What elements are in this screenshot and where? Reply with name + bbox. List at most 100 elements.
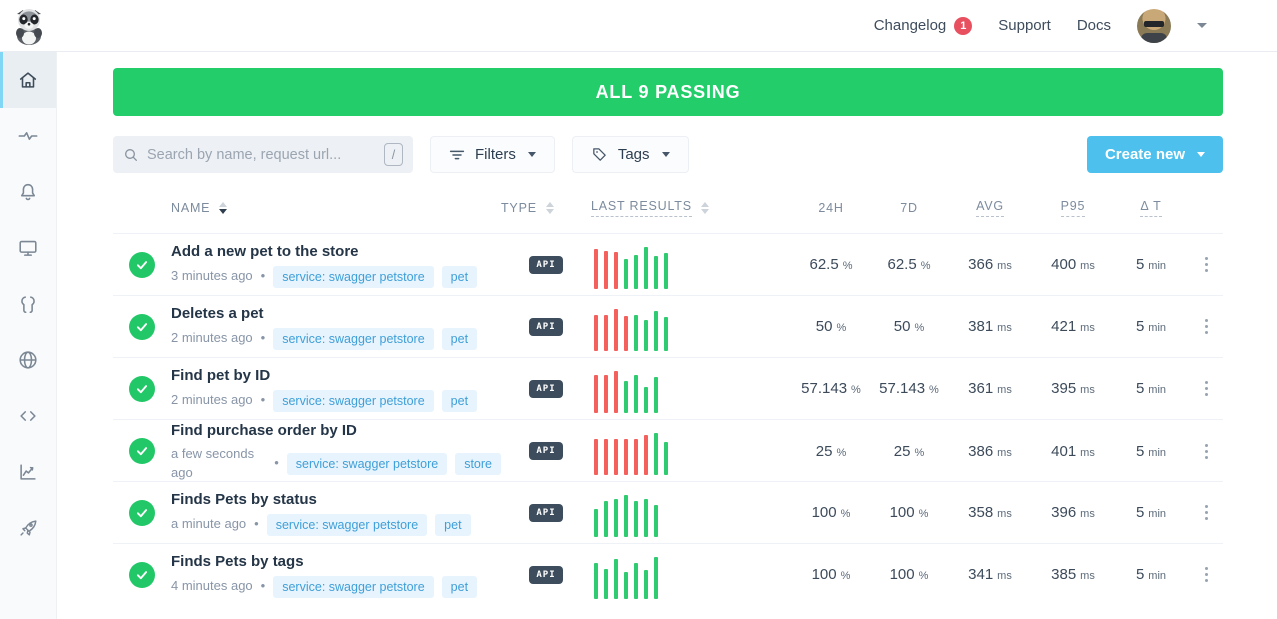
result-bar-pass[interactable] [654, 556, 658, 599]
result-bar-pass[interactable] [644, 386, 648, 413]
tag-pill[interactable]: pet [441, 389, 478, 412]
result-bar-fail[interactable] [614, 439, 618, 476]
check-name[interactable]: Add a new pet to the store [171, 243, 359, 261]
sidebar-item-private-locations[interactable] [0, 332, 56, 388]
search-input[interactable] [147, 146, 376, 163]
result-bar-pass[interactable] [624, 571, 628, 599]
sidebar-item-home[interactable] [0, 52, 56, 108]
result-bar-pass[interactable] [664, 316, 668, 351]
result-bar-pass[interactable] [634, 314, 638, 351]
tag-pill[interactable]: store [455, 452, 501, 475]
last-results-chart[interactable] [591, 365, 791, 413]
kebab-menu-icon[interactable] [1189, 561, 1223, 588]
result-bar-fail[interactable] [624, 315, 628, 351]
sidebar-item-maintenance[interactable] [0, 276, 56, 332]
nav-changelog-link[interactable]: Changelog 1 [874, 16, 973, 35]
result-bar-fail[interactable] [594, 439, 598, 476]
app-logo[interactable] [0, 6, 57, 46]
result-bar-pass[interactable] [634, 500, 638, 537]
result-bar-pass[interactable] [664, 252, 668, 289]
result-bar-pass[interactable] [594, 508, 598, 537]
result-bar-pass[interactable] [654, 310, 658, 351]
last-results-chart[interactable] [591, 489, 791, 537]
sidebar-item-analytics[interactable] [0, 444, 56, 500]
result-bar-fail[interactable] [604, 439, 608, 476]
sidebar-item-alerts[interactable] [0, 164, 56, 220]
result-bar-pass[interactable] [634, 374, 638, 413]
kebab-menu-icon[interactable] [1189, 499, 1223, 526]
result-bar-pass[interactable] [614, 498, 618, 537]
filters-button[interactable]: Filters [430, 136, 555, 173]
result-bar-pass[interactable] [644, 319, 648, 351]
kebab-menu-icon[interactable] [1189, 438, 1223, 465]
tag-pill[interactable]: pet [435, 513, 471, 536]
sidebar-item-dashboards[interactable] [0, 220, 56, 276]
tag-pill[interactable]: pet [441, 327, 478, 350]
account-menu-caret-icon[interactable] [1197, 23, 1207, 28]
result-bar-pass[interactable] [624, 380, 628, 413]
tag-pill[interactable]: service: swagger petstore [266, 513, 428, 536]
result-bar-fail[interactable] [594, 314, 598, 351]
result-bar-pass[interactable] [644, 569, 648, 599]
result-bar-pass[interactable] [654, 255, 658, 289]
result-bar-pass[interactable] [644, 498, 648, 537]
tag-pill[interactable]: pet [441, 265, 478, 288]
sidebar-item-snippets[interactable] [0, 388, 56, 444]
kebab-menu-icon[interactable] [1189, 251, 1223, 278]
tag-pill[interactable]: service: swagger petstore [273, 265, 434, 288]
result-bar-fail[interactable] [604, 314, 608, 351]
sidebar-item-quickstart[interactable] [0, 500, 56, 556]
check-name[interactable]: Find pet by ID [171, 367, 271, 385]
status-banner[interactable]: ALL 9 PASSING [113, 68, 1223, 116]
result-bar-fail[interactable] [594, 248, 598, 289]
result-bar-pass[interactable] [664, 442, 668, 476]
nav-docs-link[interactable]: Docs [1076, 17, 1111, 34]
result-bar-fail[interactable] [634, 439, 638, 476]
result-bar-pass[interactable] [634, 254, 638, 289]
kebab-menu-icon[interactable] [1189, 313, 1223, 340]
result-bar-pass[interactable] [654, 376, 658, 413]
result-bar-fail[interactable] [614, 308, 618, 351]
column-header-last-results[interactable]: LAST RESULTS [591, 199, 791, 217]
result-bar-fail[interactable] [614, 251, 618, 289]
last-results-chart[interactable] [591, 241, 791, 289]
sidebar-item-activity[interactable] [0, 108, 56, 164]
result-bar-pass[interactable] [594, 562, 598, 599]
tags-button[interactable]: Tags [571, 136, 689, 173]
tag-pill[interactable]: service: swagger petstore [273, 389, 434, 412]
result-bar-fail[interactable] [614, 370, 618, 413]
column-header-type[interactable]: TYPE [501, 201, 591, 215]
check-name[interactable]: Find purchase order by ID [171, 422, 357, 439]
result-bar-pass[interactable] [654, 433, 658, 476]
last-results-chart[interactable] [591, 551, 791, 599]
tag-pill[interactable]: pet [441, 575, 478, 598]
tag-pill[interactable]: service: swagger petstore [273, 327, 434, 350]
create-new-button[interactable]: Create new [1086, 136, 1223, 173]
result-bar-pass[interactable] [624, 258, 628, 289]
sort-type-icon[interactable] [545, 202, 554, 214]
nav-support-link[interactable]: Support [998, 17, 1051, 34]
check-name[interactable]: Deletes a pet [171, 305, 264, 323]
check-name[interactable]: Finds Pets by status [171, 491, 317, 509]
result-bar-pass[interactable] [604, 500, 608, 537]
result-bar-pass[interactable] [634, 562, 638, 599]
last-results-chart[interactable] [591, 427, 791, 476]
result-bar-fail[interactable] [604, 374, 608, 413]
result-bar-pass[interactable] [654, 504, 658, 537]
tag-pill[interactable]: service: swagger petstore [273, 575, 434, 598]
last-results-chart[interactable] [591, 303, 791, 351]
result-bar-fail[interactable] [604, 250, 608, 289]
kebab-menu-icon[interactable] [1189, 375, 1223, 402]
result-bar-pass[interactable] [644, 246, 648, 289]
check-name[interactable]: Finds Pets by tags [171, 553, 304, 571]
result-bar-pass[interactable] [624, 494, 628, 537]
result-bar-pass[interactable] [614, 558, 618, 599]
column-header-name[interactable]: NAME [171, 201, 501, 215]
user-avatar[interactable] [1137, 8, 1171, 43]
tag-pill[interactable]: service: swagger petstore [286, 452, 448, 475]
result-bar-pass[interactable] [604, 568, 608, 599]
sort-name-icon[interactable] [219, 202, 228, 214]
result-bar-fail[interactable] [594, 374, 598, 413]
result-bar-fail[interactable] [644, 435, 648, 476]
sort-last-results-icon[interactable] [700, 202, 709, 214]
